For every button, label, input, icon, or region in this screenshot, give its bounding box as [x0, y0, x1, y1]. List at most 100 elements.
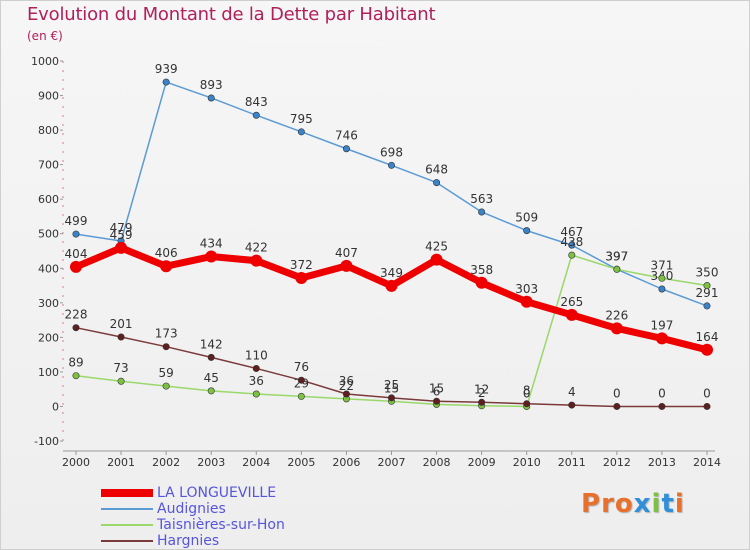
- data-point: [117, 333, 125, 341]
- legend-swatch: [101, 540, 153, 542]
- data-point: [701, 343, 713, 356]
- data-point: [207, 387, 215, 395]
- y-tick-label: 0: [52, 400, 59, 413]
- data-label: 939: [155, 62, 178, 76]
- legend-item: Hargnies: [101, 533, 285, 549]
- data-point: [295, 271, 308, 284]
- data-label: 795: [290, 112, 313, 126]
- data-label: 4: [568, 385, 576, 399]
- data-label: 22: [339, 379, 354, 393]
- data-point: [117, 377, 125, 385]
- x-tick-label: 2006: [332, 456, 360, 469]
- chart-legend: LA LONGUEVILLE Audignies Taisnières-sur-Ho…: [101, 485, 285, 549]
- data-point: [387, 161, 395, 169]
- data-label: 36: [249, 374, 264, 388]
- data-point: [162, 343, 170, 351]
- data-point: [162, 382, 170, 390]
- data-label: 36: [339, 374, 354, 388]
- data-point: [430, 253, 443, 266]
- data-point: [207, 94, 215, 102]
- data-label: 358: [470, 263, 493, 277]
- data-point: [658, 402, 666, 410]
- data-label: 73: [113, 361, 128, 375]
- data-label: 226: [605, 308, 628, 322]
- data-label: 407: [335, 246, 358, 260]
- data-label: 303: [515, 282, 538, 296]
- data-label: 371: [650, 258, 673, 272]
- data-point: [72, 324, 80, 332]
- y-tick-label: -100: [34, 435, 59, 448]
- x-tick-label: 2005: [287, 456, 315, 469]
- data-label: 499: [65, 214, 88, 228]
- y-tick-label: 800: [38, 124, 59, 137]
- data-point: [568, 251, 576, 259]
- data-label: 479: [110, 221, 133, 235]
- data-label: 89: [68, 356, 83, 370]
- x-tick-label: 2009: [468, 456, 496, 469]
- chart-title: Evolution du Montant de la Dette par Hab…: [27, 4, 436, 25]
- data-label: 45: [204, 371, 219, 385]
- data-label: 12: [474, 382, 489, 396]
- data-point: [703, 402, 711, 410]
- data-label: 164: [696, 330, 719, 344]
- line-chart: -100010020030040050060070080090010002000…: [31, 55, 721, 469]
- data-label: 509: [515, 211, 538, 225]
- data-point: [207, 353, 215, 361]
- y-tick-label: 500: [38, 228, 59, 241]
- x-tick-label: 2010: [513, 456, 541, 469]
- data-point: [478, 208, 486, 216]
- data-label: 563: [470, 192, 493, 206]
- x-tick-label: 2003: [197, 456, 225, 469]
- data-label: 76: [294, 360, 309, 374]
- y-tick-label: 300: [38, 297, 59, 310]
- data-point: [342, 145, 350, 153]
- data-point: [297, 128, 305, 136]
- data-label: 228: [65, 308, 88, 322]
- data-label: 142: [200, 337, 223, 351]
- x-tick-label: 2000: [62, 456, 90, 469]
- data-point: [613, 265, 621, 273]
- data-label: 291: [696, 286, 719, 300]
- data-label: 459: [110, 228, 133, 242]
- data-point: [703, 282, 711, 290]
- data-label: 893: [200, 78, 223, 92]
- x-tick-label: 2004: [242, 456, 270, 469]
- legend-label: Hargnies: [157, 533, 220, 549]
- x-tick-label: 2014: [693, 456, 721, 469]
- data-point: [433, 179, 441, 187]
- y-tick-label: 100: [38, 366, 59, 379]
- data-label: 2: [478, 386, 486, 400]
- data-point: [70, 260, 82, 273]
- data-point: [433, 397, 441, 405]
- legend-swatch: [101, 489, 153, 497]
- x-tick-label: 2002: [152, 456, 180, 469]
- data-label: 648: [425, 163, 448, 177]
- data-label: 406: [155, 246, 178, 260]
- data-label: 197: [650, 318, 673, 332]
- data-label: 59: [159, 366, 174, 380]
- data-label: 0: [523, 386, 531, 400]
- legend-label: Taisnières-sur-Hon: [157, 517, 285, 533]
- x-tick-label: 2007: [378, 456, 406, 469]
- data-point: [72, 372, 80, 380]
- data-label: 349: [380, 266, 403, 280]
- legend-item: Taisnières-sur-Hon: [101, 517, 285, 533]
- proxiti-logo: Proxiti: [581, 489, 685, 519]
- data-label: 404: [65, 247, 88, 261]
- data-point: [568, 401, 576, 409]
- data-point: [252, 111, 260, 119]
- data-label: 15: [429, 381, 444, 395]
- data-point: [610, 322, 623, 335]
- legend-item: LA LONGUEVILLE: [101, 485, 285, 501]
- y-tick-label: 1000: [31, 55, 59, 68]
- data-label: 201: [110, 317, 133, 331]
- data-label: 698: [380, 145, 403, 159]
- data-point: [655, 332, 668, 345]
- data-point: [252, 364, 260, 372]
- data-label: 25: [384, 378, 399, 392]
- x-tick-label: 2008: [423, 456, 451, 469]
- data-point: [523, 400, 531, 408]
- x-tick-label: 2012: [603, 456, 631, 469]
- data-point: [568, 241, 576, 249]
- x-tick-label: 2011: [558, 456, 586, 469]
